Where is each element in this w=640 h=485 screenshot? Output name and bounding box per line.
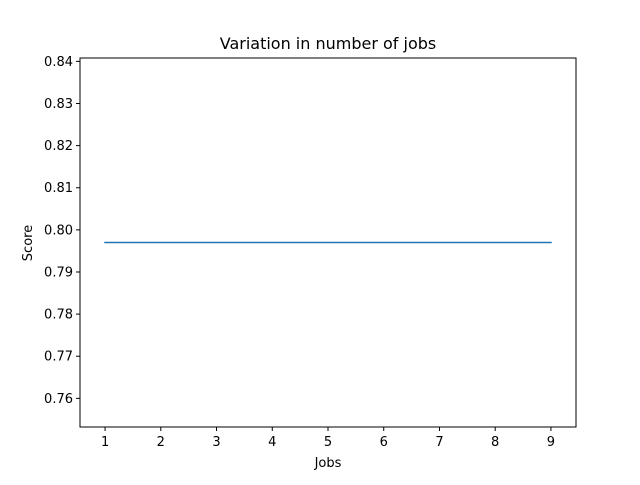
y-tick-label: 0.82: [44, 139, 73, 154]
chart-title: Variation in number of jobs: [220, 34, 437, 53]
plot-area: 1 2 3 4 5 6 7 8 9 0.76 0.77 0.78 0.79 0.80 0.81 0.82 0.8…: [44, 55, 577, 450]
y-tick-label: 0.81: [44, 181, 73, 196]
x-tick-label: 7: [435, 435, 443, 450]
x-tick-label: 2: [157, 435, 165, 450]
x-tick-label: 5: [324, 435, 332, 450]
x-tick-label: 1: [101, 435, 109, 450]
x-axis-label: Jobs: [314, 456, 342, 471]
y-tick-label: 0.83: [44, 97, 73, 112]
y-tick-label: 0.84: [44, 55, 73, 70]
x-tick-label: 6: [380, 435, 388, 450]
y-tick-label: 0.77: [44, 350, 73, 365]
y-axis-label: Score: [21, 225, 36, 261]
y-tick-label: 0.80: [44, 223, 73, 238]
x-tick-label: 4: [268, 435, 276, 450]
x-tick-label: 9: [547, 435, 555, 450]
y-tick-label: 0.78: [44, 308, 73, 323]
y-tick-label: 0.76: [44, 392, 73, 407]
x-tick-label: 3: [212, 435, 220, 450]
x-tick-label: 8: [491, 435, 499, 450]
y-tick-label: 0.79: [44, 265, 73, 280]
